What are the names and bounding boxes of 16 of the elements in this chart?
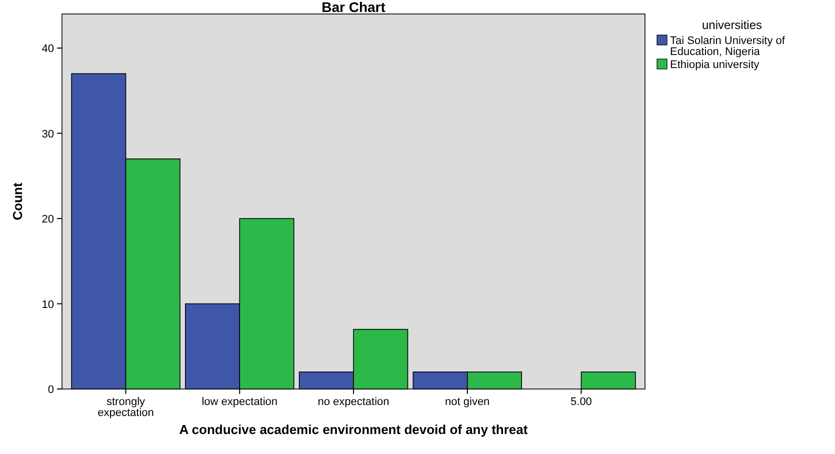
- y-axis-title: Count: [10, 182, 25, 220]
- x-tick-label: low expectation: [202, 396, 278, 408]
- chart-title: Bar Chart: [322, 0, 386, 15]
- legend-title: universities: [702, 18, 762, 32]
- y-tick-label: 0: [48, 384, 54, 396]
- legend-label: Ethiopia university: [670, 59, 760, 71]
- y-tick-label: 30: [42, 128, 54, 140]
- x-tick-label: strongly expectation: [98, 396, 154, 419]
- y-tick-label: 40: [42, 43, 54, 56]
- legend-label: Tai Solarin University of Education, Nigeria: [670, 35, 786, 58]
- y-tick-label: 10: [42, 298, 54, 311]
- y-tick-label: 20: [42, 214, 54, 226]
- x-axis-title: A conducive academic environment devoid of any threat: [179, 422, 528, 437]
- x-tick-label: no expectation: [318, 396, 390, 408]
- x-tick-label: 5.00: [570, 396, 592, 408]
- x-tick-label: not given: [445, 396, 490, 408]
